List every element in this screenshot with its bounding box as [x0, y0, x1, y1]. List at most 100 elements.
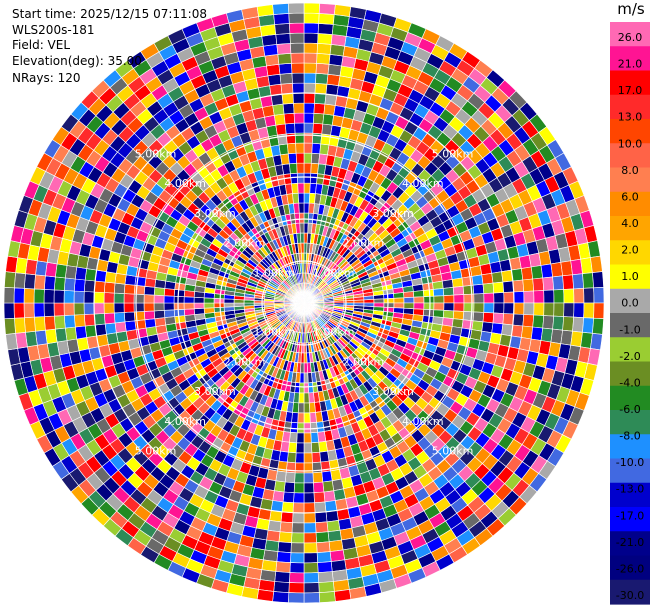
range-ring-label: 2.00km [343, 355, 385, 368]
velocity-gate [292, 502, 305, 514]
velocity-gate [333, 300, 345, 304]
velocity-gate [441, 279, 454, 289]
velocity-gate [302, 282, 305, 294]
velocity-gate [256, 4, 275, 17]
velocity-gate [104, 322, 117, 335]
velocity-gate [287, 441, 298, 454]
velocity-gate [273, 480, 286, 493]
colorbar-tick-label: 10.0 [618, 137, 643, 150]
velocity-gate [303, 62, 317, 74]
velocity-gate [33, 288, 45, 304]
velocity-gate [280, 153, 290, 166]
velocity-gate [314, 501, 327, 514]
velocity-gate [298, 212, 305, 224]
velocity-gate [503, 291, 515, 304]
velocity-gate [403, 291, 415, 299]
velocity-gate [300, 242, 305, 254]
velocity-gate [93, 291, 105, 304]
velocity-gate [590, 332, 603, 351]
velocity-gate [290, 552, 305, 564]
velocity-gate [311, 451, 322, 464]
velocity-gate [272, 490, 285, 503]
velocity-gate [183, 296, 195, 304]
velocity-gate [533, 290, 545, 304]
velocity-gate [103, 281, 116, 294]
velocity-gate [291, 522, 305, 534]
velocity-gate [183, 308, 195, 316]
velocity-gate [523, 290, 535, 304]
velocity-gate [303, 532, 317, 544]
range-ring-label: 2.00km [224, 237, 266, 250]
velocity-gate [291, 62, 305, 74]
velocity-gate [13, 302, 25, 319]
velocity-gate [303, 432, 312, 444]
colorbar-tick-label: 6.0 [621, 190, 639, 203]
velocity-gate [317, 561, 333, 573]
velocity-gate [413, 302, 425, 310]
velocity-gate [282, 491, 295, 504]
velocity-gate [53, 289, 65, 304]
velocity-gate [314, 92, 327, 105]
velocity-gate [289, 162, 298, 175]
velocity-gate [383, 297, 395, 304]
range-ring-label: 5.00km [135, 148, 177, 161]
velocity-gate [303, 412, 311, 424]
velocity-gate [532, 277, 545, 292]
velocity-gate [154, 317, 167, 327]
velocity-gate [63, 290, 75, 304]
velocity-gate [542, 276, 555, 291]
velocity-gate [353, 299, 365, 304]
velocity-gate [323, 103, 336, 116]
velocity-gate [443, 294, 455, 304]
velocity-gate [422, 289, 435, 298]
velocity-gate [303, 12, 320, 24]
colorbar-tick-label: 0.0 [621, 297, 639, 310]
velocity-gate [303, 152, 313, 164]
velocity-gate [533, 302, 545, 316]
velocity-gate [512, 279, 525, 293]
velocity-gate [483, 292, 495, 304]
velocity-gate [303, 42, 318, 54]
nrays-label: NRays: 120 [12, 71, 81, 85]
velocity-gate [14, 272, 26, 289]
velocity-gate [294, 472, 305, 484]
velocity-gate [413, 296, 425, 304]
velocity-gate [313, 481, 325, 494]
velocity-gate [213, 302, 225, 309]
velocity-gate [502, 313, 515, 326]
velocity-gate [278, 62, 293, 75]
velocity-gate [296, 162, 305, 174]
colorbar-tick-label: -1.0 [619, 323, 640, 336]
velocity-gate [328, 54, 344, 67]
velocity-gate [322, 113, 335, 126]
velocity-gate [23, 287, 35, 304]
velocity-gate [277, 52, 292, 65]
velocity-gate [540, 263, 553, 279]
colorbar-tick-label: -8.0 [619, 430, 640, 443]
velocity-gate [302, 272, 305, 284]
velocity-gate [104, 271, 117, 284]
velocity-gate [278, 531, 293, 544]
velocity-gate [552, 275, 564, 291]
velocity-gate [493, 302, 505, 314]
velocity-gate [530, 326, 544, 341]
velocity-gate [327, 63, 342, 77]
velocity-gate [523, 302, 535, 316]
velocity-gate [290, 52, 305, 64]
velocity-gate [303, 2, 321, 14]
velocity-gate [383, 293, 395, 300]
velocity-gate [309, 412, 317, 424]
velocity-gate [503, 302, 515, 315]
velocity-gate [322, 480, 335, 493]
velocity-gate [276, 551, 292, 563]
velocity-gate [453, 294, 465, 304]
velocity-gate [310, 162, 319, 175]
velocity-gate [93, 280, 106, 293]
velocity-gate [114, 272, 127, 285]
velocity-gate [4, 317, 16, 335]
velocity-gate [153, 286, 166, 297]
velocity-gate [481, 272, 494, 285]
range-ring-label: 1.00km [254, 266, 296, 279]
velocity-gate [277, 541, 292, 554]
radar-sweep [3, 2, 605, 604]
